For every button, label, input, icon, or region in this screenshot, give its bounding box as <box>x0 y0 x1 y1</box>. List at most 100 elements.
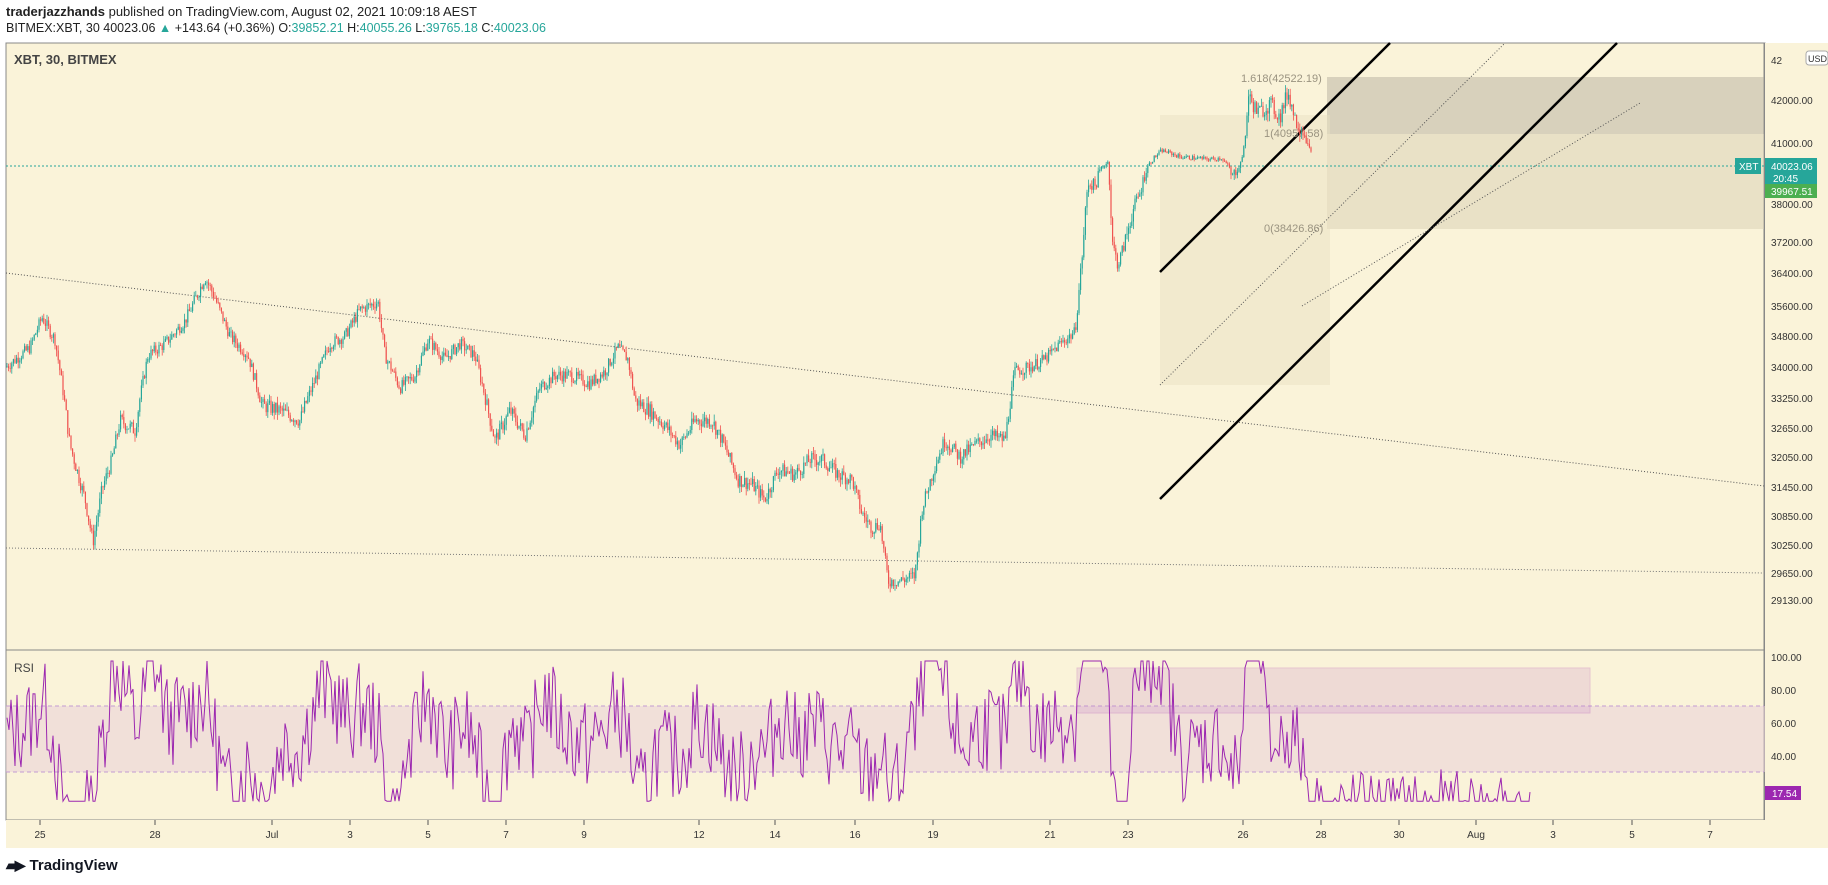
candle-body[interactable] <box>401 380 403 394</box>
candle-body[interactable] <box>179 326 181 333</box>
candle-body[interactable] <box>228 332 230 337</box>
candle-body[interactable] <box>1113 241 1115 249</box>
candle-body[interactable] <box>1272 98 1274 101</box>
candle-body[interactable] <box>860 509 862 514</box>
candle-body[interactable] <box>236 343 238 348</box>
candle-body[interactable] <box>1067 338 1069 344</box>
candle-body[interactable] <box>766 499 768 502</box>
candle-body[interactable] <box>859 494 861 510</box>
candle-body[interactable] <box>835 464 837 478</box>
candle-body[interactable] <box>377 301 379 304</box>
candle-body[interactable] <box>1163 149 1165 153</box>
candle-body[interactable] <box>190 310 192 312</box>
candle-body[interactable] <box>856 485 858 490</box>
candle-body[interactable] <box>1305 135 1307 144</box>
candle-body[interactable] <box>1203 156 1205 159</box>
candle-body[interactable] <box>8 366 10 369</box>
candle-body[interactable] <box>281 407 283 411</box>
candle-body[interactable] <box>424 347 426 352</box>
candle-body[interactable] <box>136 426 138 436</box>
candle-body[interactable] <box>390 361 392 371</box>
candle-body[interactable] <box>841 471 843 480</box>
candle-body[interactable] <box>1310 147 1312 152</box>
candle-body[interactable] <box>1300 132 1302 135</box>
candle-body[interactable] <box>208 282 210 286</box>
candle-body[interactable] <box>1233 170 1235 175</box>
candle-body[interactable] <box>129 423 131 429</box>
candle-body[interactable] <box>888 570 890 584</box>
candle-body[interactable] <box>123 417 125 425</box>
candle-body[interactable] <box>596 378 598 384</box>
candle-body[interactable] <box>473 350 475 357</box>
candle-body[interactable] <box>235 335 237 344</box>
candle-body[interactable] <box>593 374 595 385</box>
candle-body[interactable] <box>348 327 350 337</box>
candle-body[interactable] <box>428 338 430 344</box>
candle-body[interactable] <box>814 454 816 461</box>
candle-body[interactable] <box>1003 435 1005 441</box>
candle-body[interactable] <box>257 388 259 396</box>
candle-body[interactable] <box>1187 155 1189 157</box>
candle-body[interactable] <box>870 521 872 533</box>
candle-body[interactable] <box>656 418 658 420</box>
candle-body[interactable] <box>552 371 554 384</box>
candle-body[interactable] <box>620 345 622 347</box>
candle-body[interactable] <box>241 352 243 355</box>
candle-body[interactable] <box>486 399 488 405</box>
candle-body[interactable] <box>1164 149 1166 153</box>
candle-body[interactable] <box>907 577 909 579</box>
candle-body[interactable] <box>449 356 451 359</box>
candle-body[interactable] <box>425 347 427 351</box>
candle-body[interactable] <box>1107 161 1109 164</box>
candle-body[interactable] <box>1160 149 1162 152</box>
candle-body[interactable] <box>150 349 152 359</box>
candle-body[interactable] <box>795 472 797 475</box>
candle-body[interactable] <box>1139 193 1141 197</box>
candle-body[interactable] <box>275 402 277 413</box>
candle-body[interactable] <box>934 471 936 476</box>
candle-body[interactable] <box>491 425 493 431</box>
candle-body[interactable] <box>1134 198 1136 210</box>
candle-body[interactable] <box>915 564 917 579</box>
candle-body[interactable] <box>478 359 480 369</box>
candle-body[interactable] <box>292 420 294 423</box>
candle-body[interactable] <box>374 306 376 309</box>
candle-body[interactable] <box>465 349 467 351</box>
candle-body[interactable] <box>176 329 178 335</box>
candle-body[interactable] <box>260 401 262 403</box>
candle-body[interactable] <box>326 350 328 352</box>
candle-body[interactable] <box>412 379 414 382</box>
candle-body[interactable] <box>598 378 600 382</box>
candle-body[interactable] <box>470 345 472 358</box>
candle-body[interactable] <box>1080 268 1082 290</box>
candle-body[interactable] <box>214 297 216 299</box>
candle-body[interactable] <box>913 572 915 579</box>
candle-body[interactable] <box>556 375 558 380</box>
candle-body[interactable] <box>80 483 82 491</box>
candle-body[interactable] <box>1124 234 1126 251</box>
candle-body[interactable] <box>145 361 147 379</box>
candle-body[interactable] <box>272 404 274 413</box>
support-line[interactable] <box>5 547 1765 574</box>
candle-body[interactable] <box>316 375 318 380</box>
candle-body[interactable] <box>320 362 322 365</box>
candle-body[interactable] <box>1112 218 1114 242</box>
candle-body[interactable] <box>617 344 619 348</box>
candle-body[interactable] <box>350 320 352 328</box>
candle-body[interactable] <box>91 528 93 531</box>
candle-body[interactable] <box>606 372 608 376</box>
candle-body[interactable] <box>294 420 296 423</box>
candle-body[interactable] <box>763 495 765 498</box>
candle-body[interactable] <box>848 479 850 484</box>
candle-body[interactable] <box>1246 115 1248 136</box>
candle-body[interactable] <box>395 371 397 378</box>
candle-body[interactable] <box>27 346 29 351</box>
candle-body[interactable] <box>748 483 750 485</box>
candle-body[interactable] <box>728 452 730 457</box>
candle-body[interactable] <box>550 377 552 384</box>
candle-body[interactable] <box>1188 155 1190 160</box>
candle-body[interactable] <box>291 420 293 422</box>
candle-body[interactable] <box>300 411 302 421</box>
candle-body[interactable] <box>987 439 989 441</box>
candle-body[interactable] <box>388 361 390 363</box>
